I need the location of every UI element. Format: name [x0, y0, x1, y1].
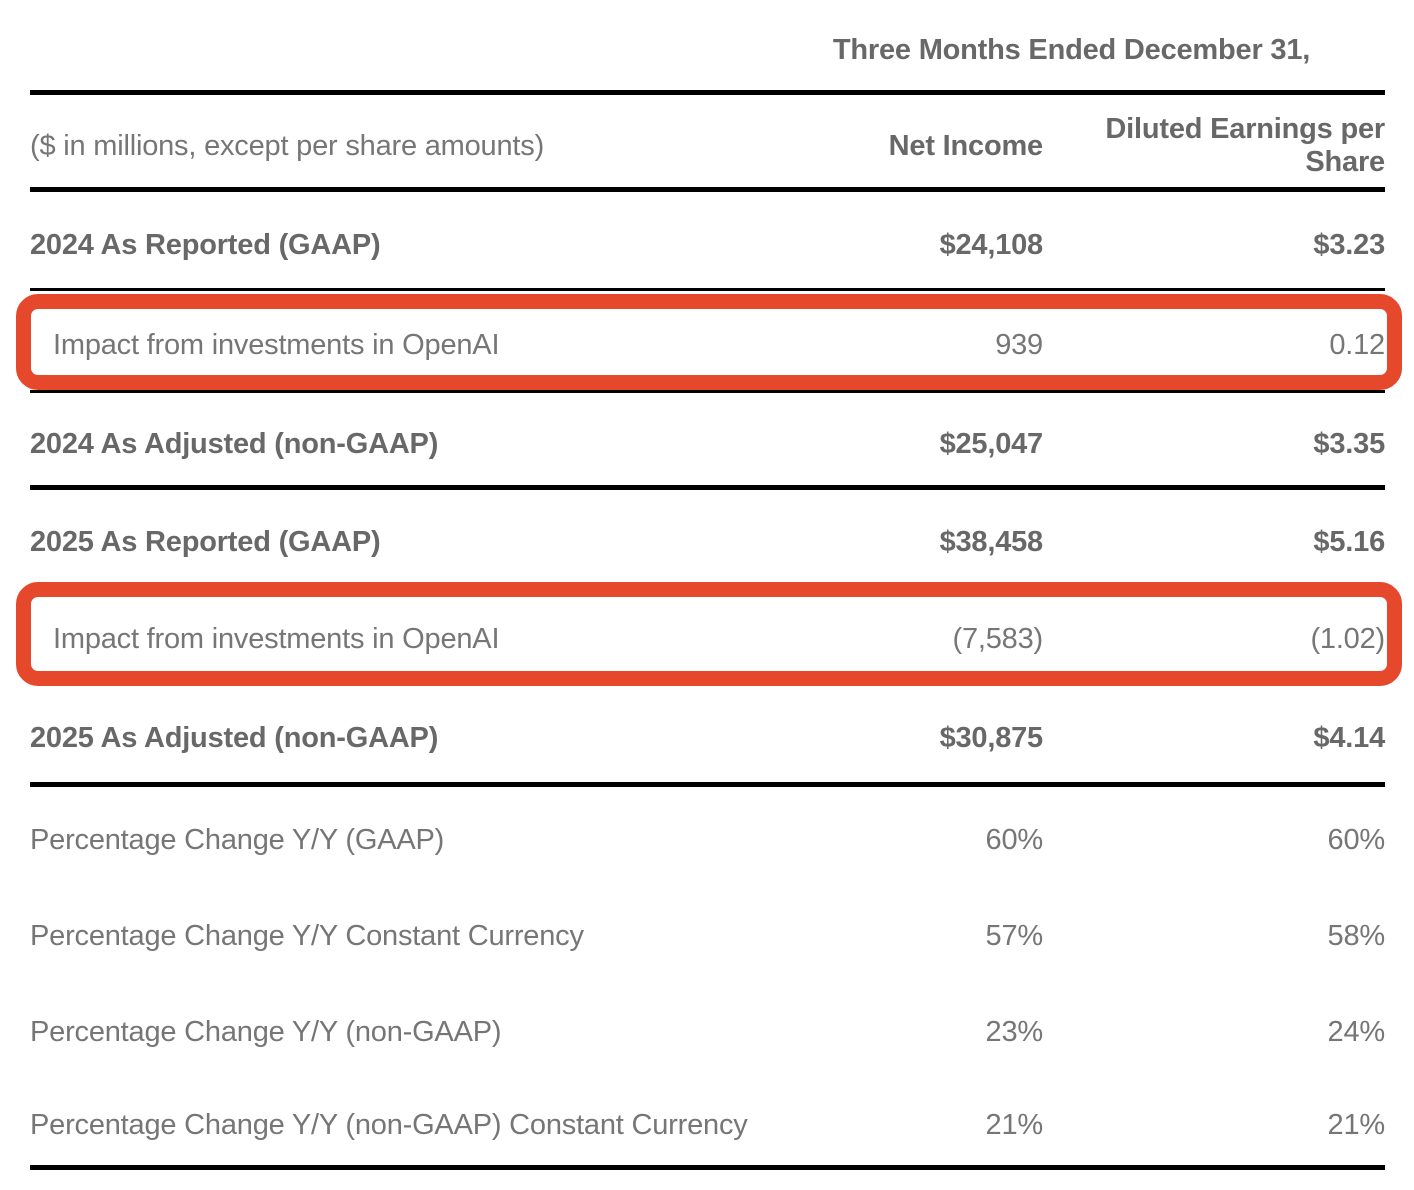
units-note: ($ in millions, except per share amounts…	[30, 129, 545, 162]
period-header: Three Months Ended December 31,	[832, 33, 1311, 66]
column-header-row: ($ in millions, except per share amounts…	[30, 95, 1385, 192]
net-income-value: (7,583)	[952, 623, 1044, 655]
diluted-eps-value: 24%	[1327, 1015, 1386, 1048]
table-row-pct-change-non-gaap-constant-currency: Percentage Change Y/Y (non-GAAP) Constan…	[30, 1075, 1385, 1170]
diluted-eps-value: 21%	[1327, 1108, 1386, 1141]
diluted-eps-value: 58%	[1327, 919, 1386, 952]
net-income-value: $30,875	[939, 722, 1044, 754]
row-label: Percentage Change Y/Y (non-GAAP)	[30, 1015, 502, 1048]
net-income-value: $38,458	[939, 525, 1044, 558]
row-label: Impact from investments in OpenAI	[53, 623, 500, 655]
row-label: 2024 As Reported (GAAP)	[30, 228, 381, 261]
table-row-2025-openai-impact: Impact from investments in OpenAI (7,583…	[30, 584, 1385, 685]
row-label: 2024 As Adjusted (non-GAAP)	[30, 427, 439, 460]
table-row-pct-change-gaap: Percentage Change Y/Y (GAAP) 60% 60%	[30, 787, 1385, 883]
diluted-eps-value: $4.14	[1313, 722, 1385, 754]
net-income-value: 60%	[985, 823, 1044, 856]
table-row-pct-change-constant-currency: Percentage Change Y/Y Constant Currency …	[30, 883, 1385, 979]
net-income-value: $25,047	[939, 427, 1044, 460]
diluted-eps-value: (1.02)	[1310, 623, 1385, 655]
diluted-eps-value: $3.23	[1313, 228, 1385, 261]
row-label: Percentage Change Y/Y Constant Currency	[30, 919, 584, 952]
diluted-eps-value: 0.12	[1329, 329, 1385, 361]
net-income-value: 21%	[985, 1108, 1044, 1141]
net-income-value: 57%	[985, 919, 1044, 952]
table-row-2025-as-reported: 2025 As Reported (GAAP) $38,458 $5.16	[30, 490, 1385, 584]
diluted-eps-value: $3.35	[1313, 427, 1385, 460]
period-header-row: Three Months Ended December 31,	[30, 0, 1385, 95]
column-header-net-income: Net Income	[888, 129, 1044, 162]
row-label: Percentage Change Y/Y (non-GAAP) Constan…	[30, 1108, 748, 1141]
net-income-value: 939	[995, 329, 1043, 361]
table-row-pct-change-non-gaap: Percentage Change Y/Y (non-GAAP) 23% 24%	[30, 979, 1385, 1075]
row-label: Impact from investments in OpenAI	[53, 329, 500, 361]
row-label: 2025 As Reported (GAAP)	[30, 525, 381, 558]
row-label: 2025 As Adjusted (non-GAAP)	[30, 722, 439, 754]
table-row-2024-openai-impact: Impact from investments in OpenAI 939 0.…	[30, 291, 1385, 393]
diluted-eps-value: 60%	[1327, 823, 1386, 856]
table-row-2025-as-adjusted: 2025 As Adjusted (non-GAAP) $30,875 $4.1…	[30, 685, 1385, 787]
column-header-diluted-eps: Diluted Earnings per Share	[1105, 113, 1385, 178]
diluted-eps-value: $5.16	[1313, 525, 1385, 558]
net-income-value: 23%	[985, 1015, 1044, 1048]
row-label: Percentage Change Y/Y (GAAP)	[30, 823, 445, 856]
net-income-value: $24,108	[939, 228, 1044, 261]
table-row-2024-as-adjusted: 2024 As Adjusted (non-GAAP) $25,047 $3.3…	[30, 393, 1385, 490]
table-row-2024-as-reported: 2024 As Reported (GAAP) $24,108 $3.23	[30, 192, 1385, 291]
